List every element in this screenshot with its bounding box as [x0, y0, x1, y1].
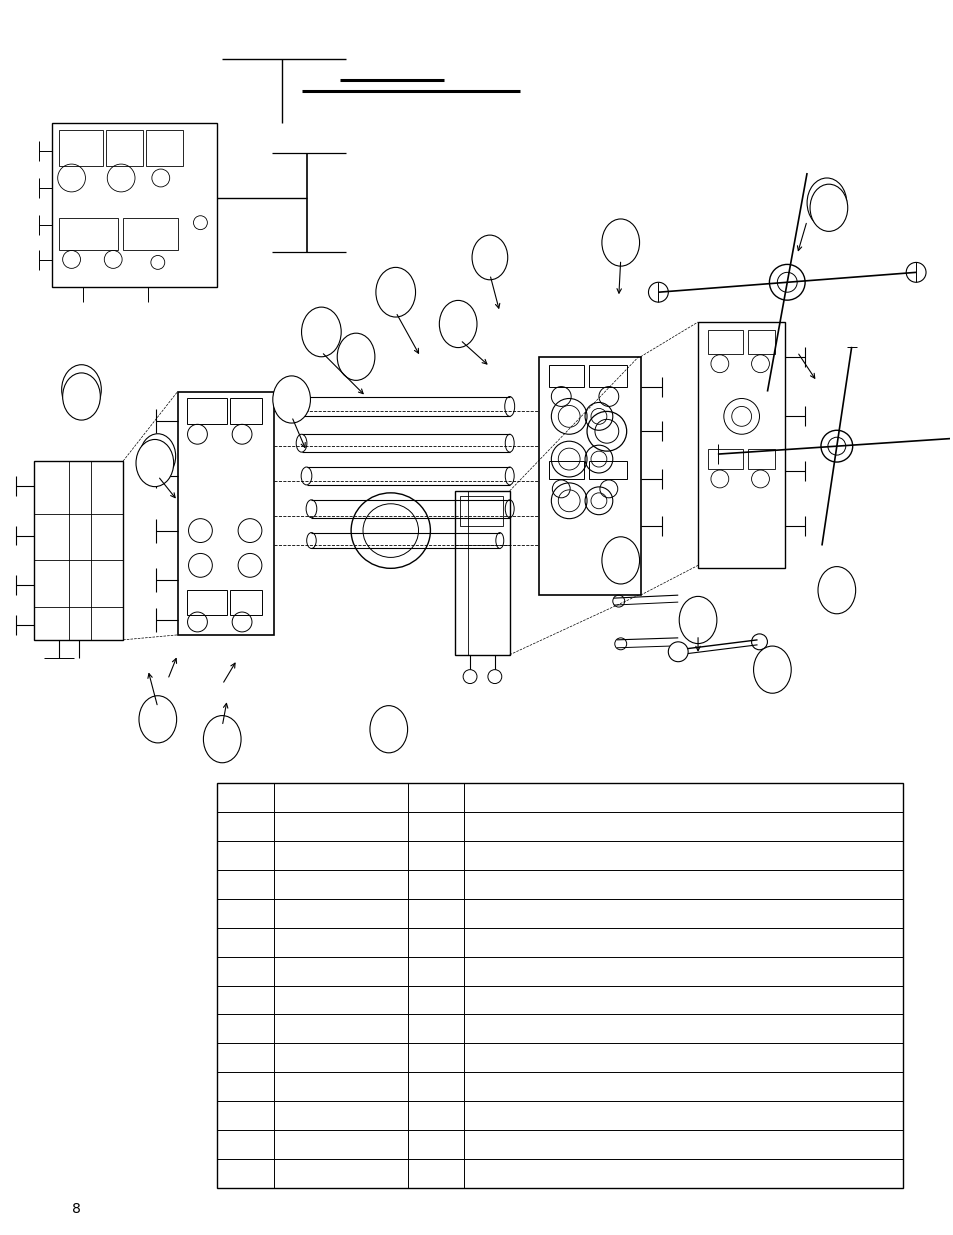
- Ellipse shape: [472, 235, 507, 280]
- Ellipse shape: [370, 705, 407, 753]
- Ellipse shape: [63, 373, 100, 420]
- Text: 8: 8: [71, 1202, 80, 1216]
- Bar: [59, 217, 118, 251]
- Ellipse shape: [139, 695, 176, 743]
- Bar: [146, 131, 182, 165]
- Bar: [230, 590, 262, 615]
- Bar: [459, 495, 502, 526]
- Ellipse shape: [136, 440, 173, 487]
- Bar: [698, 322, 784, 568]
- Ellipse shape: [668, 642, 687, 662]
- Bar: [123, 217, 177, 251]
- Ellipse shape: [273, 375, 310, 424]
- Ellipse shape: [336, 333, 375, 380]
- Bar: [588, 461, 626, 479]
- Bar: [51, 124, 217, 288]
- Bar: [455, 490, 509, 655]
- Bar: [177, 391, 274, 635]
- Bar: [707, 450, 741, 469]
- Ellipse shape: [462, 669, 476, 683]
- Ellipse shape: [140, 433, 175, 478]
- Ellipse shape: [817, 567, 855, 614]
- Ellipse shape: [439, 300, 476, 347]
- Bar: [747, 330, 775, 353]
- Bar: [549, 364, 583, 387]
- Ellipse shape: [809, 184, 847, 231]
- Ellipse shape: [601, 219, 639, 266]
- Ellipse shape: [301, 308, 341, 357]
- Ellipse shape: [203, 715, 241, 763]
- Bar: [538, 357, 639, 595]
- Ellipse shape: [375, 268, 416, 317]
- Ellipse shape: [601, 537, 639, 584]
- Bar: [106, 131, 143, 165]
- Ellipse shape: [62, 364, 101, 415]
- Bar: [187, 399, 227, 425]
- Bar: [588, 364, 626, 387]
- Ellipse shape: [753, 646, 790, 693]
- Bar: [59, 131, 103, 165]
- Bar: [34, 461, 123, 640]
- Ellipse shape: [487, 669, 501, 683]
- Bar: [187, 590, 227, 615]
- Bar: [216, 783, 902, 1188]
- Ellipse shape: [806, 178, 846, 227]
- Bar: [707, 330, 741, 353]
- Ellipse shape: [679, 597, 716, 643]
- Bar: [230, 399, 262, 425]
- Bar: [747, 450, 775, 469]
- Bar: [549, 461, 583, 479]
